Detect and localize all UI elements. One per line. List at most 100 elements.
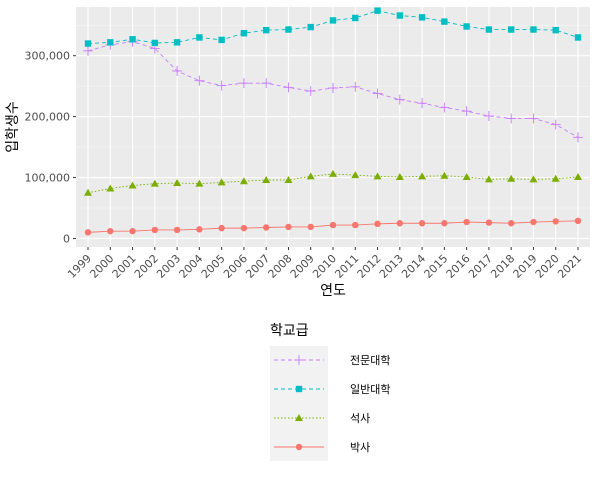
y-tick-label: 100,000: [25, 172, 71, 185]
x-tick-label: 2009: [288, 252, 317, 281]
legend-label: 박사: [350, 441, 370, 454]
data-point: [84, 229, 92, 236]
data-point: [173, 226, 181, 234]
data-point: [485, 26, 493, 33]
x-tick-label: 2011: [332, 252, 361, 281]
data-point: [506, 113, 517, 124]
x-axis: 1999200020012002200320042005200620072008…: [65, 247, 584, 281]
legend-item: 일반대학: [274, 382, 390, 396]
legend-item: 전문대학: [274, 354, 390, 367]
data-point: [529, 175, 538, 183]
x-tick-label: 2018: [488, 252, 517, 281]
data-point: [217, 178, 226, 186]
data-point: [418, 172, 427, 180]
data-point: [307, 223, 314, 231]
data-point: [107, 39, 114, 46]
data-point: [374, 7, 381, 14]
data-point: [196, 34, 203, 41]
x-tick-label: 2008: [266, 252, 295, 281]
data-point: [196, 226, 203, 233]
data-point: [307, 23, 314, 31]
data-point: [129, 36, 136, 43]
data-point: [373, 172, 382, 180]
x-tick-label: 2006: [221, 252, 250, 281]
data-point: [418, 220, 426, 227]
data-point: [574, 172, 582, 180]
data-point: [352, 14, 359, 22]
data-point: [394, 94, 405, 105]
data-point: [172, 65, 183, 76]
data-point: [240, 29, 248, 37]
data-point: [262, 224, 270, 231]
y-axis: 0 100,000 200,000 300,000: [25, 50, 76, 245]
data-point: [284, 175, 293, 183]
data-point: [305, 86, 316, 97]
data-point: [218, 224, 225, 232]
data-point: [151, 226, 159, 234]
x-tick-label: 2017: [466, 252, 495, 281]
data-point: [441, 18, 448, 25]
data-point: [350, 81, 361, 92]
data-point: [351, 171, 360, 179]
data-point: [374, 220, 381, 228]
data-point: [329, 221, 337, 229]
x-tick-label: 2013: [377, 252, 406, 281]
data-point: [173, 39, 181, 46]
legend-item: 박사: [274, 441, 370, 454]
y-tick-label: 0: [63, 232, 70, 245]
x-tick-label: 2019: [511, 252, 540, 281]
data-point: [372, 88, 383, 99]
data-point: [418, 14, 426, 21]
x-tick-label: 2003: [154, 252, 183, 281]
data-point: [396, 12, 404, 19]
data-point: [329, 17, 337, 24]
data-point: [528, 113, 539, 124]
x-tick-label: 2021: [555, 252, 584, 281]
y-tick-label: 200,000: [25, 111, 71, 124]
data-point: [439, 102, 450, 113]
data-point: [329, 169, 337, 177]
x-tick-label: 1999: [65, 252, 94, 281]
data-point: [552, 218, 559, 225]
legend-label: 전문대학: [350, 354, 390, 367]
x-tick-label: 2001: [110, 252, 139, 281]
data-point: [396, 220, 404, 227]
data-point: [218, 36, 225, 44]
data-point: [550, 119, 561, 130]
data-point: [262, 175, 271, 183]
data-point: [485, 219, 493, 226]
legend-key-marker: [295, 385, 303, 393]
legend-title: 학교급: [270, 323, 309, 339]
y-axis-title: 입학생수: [5, 101, 21, 153]
data-point: [417, 98, 428, 109]
data-point: [107, 227, 114, 235]
data-point: [352, 221, 359, 229]
data-point: [507, 174, 516, 182]
data-point: [461, 106, 472, 117]
data-point: [462, 172, 471, 180]
data-point: [84, 40, 92, 47]
legend-item: 석사: [274, 412, 370, 425]
data-point: [484, 175, 493, 183]
data-point: [395, 172, 404, 180]
legend-label: 일반대학: [350, 382, 390, 396]
data-point: [574, 34, 582, 41]
data-point: [151, 39, 159, 47]
x-tick-label: 2005: [199, 252, 228, 281]
data-point: [285, 26, 292, 33]
x-tick-label: 2012: [355, 252, 384, 281]
data-point: [574, 217, 582, 225]
data-point: [128, 181, 137, 189]
data-point: [173, 179, 182, 187]
data-point: [150, 179, 159, 187]
data-point: [106, 184, 115, 192]
legend-key-marker: [295, 443, 303, 451]
data-point: [463, 218, 470, 226]
data-point: [240, 224, 248, 232]
data-point: [463, 23, 470, 30]
series-circle: [84, 217, 582, 236]
data-point: [84, 188, 92, 196]
series-square: [84, 7, 582, 47]
